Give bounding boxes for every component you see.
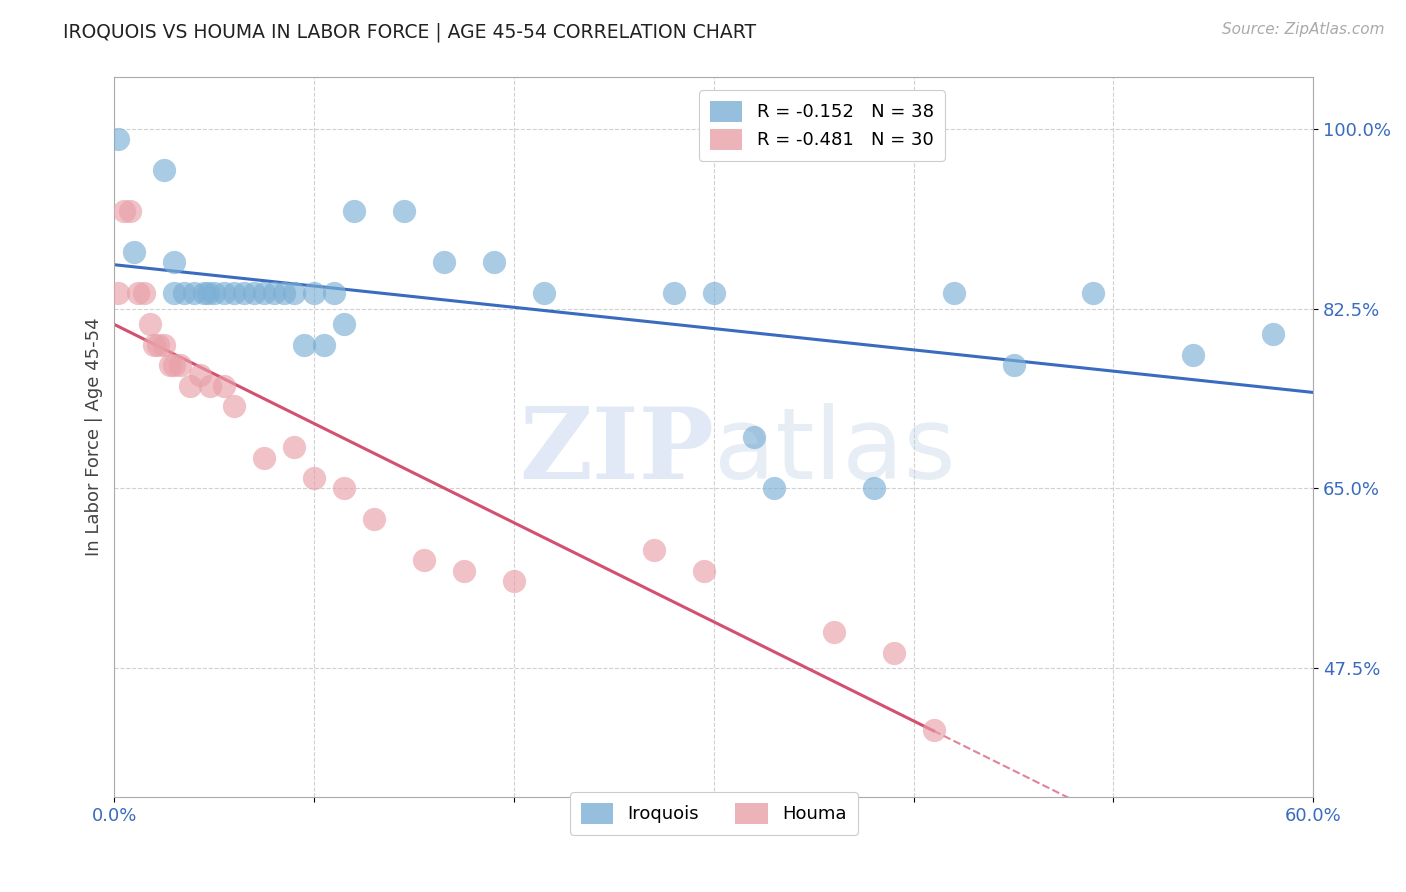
- Point: [197, 286, 219, 301]
- Point: [302, 286, 325, 301]
- Text: ZIP: ZIP: [519, 403, 714, 500]
- Point: [742, 430, 765, 444]
- Point: [503, 574, 526, 588]
- Point: [413, 553, 436, 567]
- Point: [693, 564, 716, 578]
- Point: [188, 368, 211, 383]
- Point: [214, 286, 236, 301]
- Point: [173, 286, 195, 301]
- Point: [243, 286, 266, 301]
- Point: [134, 286, 156, 301]
- Point: [1083, 286, 1105, 301]
- Point: [200, 378, 222, 392]
- Point: [273, 286, 295, 301]
- Point: [333, 317, 356, 331]
- Point: [392, 204, 415, 219]
- Point: [862, 482, 884, 496]
- Text: Source: ZipAtlas.com: Source: ZipAtlas.com: [1222, 22, 1385, 37]
- Point: [533, 286, 555, 301]
- Point: [343, 204, 366, 219]
- Point: [169, 358, 191, 372]
- Point: [1182, 348, 1205, 362]
- Point: [153, 163, 176, 178]
- Point: [224, 286, 246, 301]
- Point: [224, 399, 246, 413]
- Point: [942, 286, 965, 301]
- Point: [253, 286, 276, 301]
- Point: [163, 286, 186, 301]
- Point: [148, 337, 170, 351]
- Point: [1002, 358, 1025, 372]
- Point: [263, 286, 285, 301]
- Point: [143, 337, 166, 351]
- Point: [153, 337, 176, 351]
- Point: [283, 441, 305, 455]
- Point: [883, 646, 905, 660]
- Point: [163, 358, 186, 372]
- Point: [183, 286, 205, 301]
- Point: [112, 204, 135, 219]
- Point: [333, 482, 356, 496]
- Text: atlas: atlas: [714, 403, 956, 500]
- Point: [433, 255, 456, 269]
- Point: [139, 317, 162, 331]
- Point: [762, 482, 785, 496]
- Y-axis label: In Labor Force | Age 45-54: In Labor Force | Age 45-54: [86, 318, 103, 557]
- Point: [482, 255, 505, 269]
- Point: [107, 132, 129, 146]
- Point: [823, 625, 845, 640]
- Point: [120, 204, 142, 219]
- Point: [302, 471, 325, 485]
- Point: [283, 286, 305, 301]
- Point: [193, 286, 215, 301]
- Point: [124, 245, 146, 260]
- Point: [323, 286, 346, 301]
- Point: [233, 286, 256, 301]
- Point: [179, 378, 201, 392]
- Text: IROQUOIS VS HOUMA IN LABOR FORCE | AGE 45-54 CORRELATION CHART: IROQUOIS VS HOUMA IN LABOR FORCE | AGE 4…: [63, 22, 756, 42]
- Point: [127, 286, 149, 301]
- Point: [922, 723, 945, 737]
- Point: [662, 286, 685, 301]
- Point: [214, 378, 236, 392]
- Point: [107, 286, 129, 301]
- Point: [202, 286, 225, 301]
- Point: [163, 255, 186, 269]
- Point: [159, 358, 181, 372]
- Legend: Iroquois, Houma: Iroquois, Houma: [569, 792, 858, 835]
- Point: [253, 450, 276, 465]
- Point: [1263, 327, 1285, 342]
- Point: [292, 337, 315, 351]
- Point: [643, 543, 665, 558]
- Point: [453, 564, 475, 578]
- Point: [314, 337, 336, 351]
- Point: [703, 286, 725, 301]
- Point: [363, 512, 385, 526]
